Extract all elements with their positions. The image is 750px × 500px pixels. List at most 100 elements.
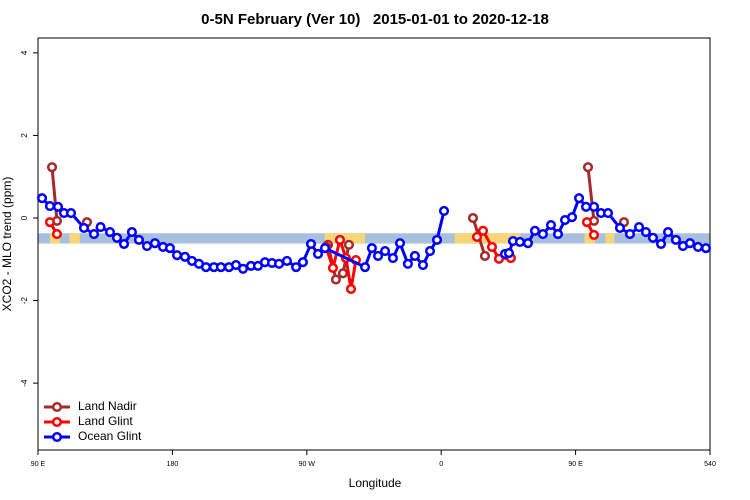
x-tick-label: 540 [704, 461, 716, 468]
data-point [319, 243, 331, 254]
data-point [305, 238, 317, 250]
data-point [380, 245, 391, 257]
data-point [44, 217, 55, 228]
data-point [133, 234, 144, 245]
data-point [573, 193, 585, 204]
data-point [387, 252, 399, 264]
data-point [693, 241, 704, 252]
data-point [431, 234, 443, 245]
data-point [312, 248, 324, 259]
land-span [584, 233, 596, 244]
data-point [486, 241, 498, 252]
series-line [48, 221, 596, 290]
data-point [78, 222, 90, 233]
data-point [366, 243, 377, 254]
data-point [171, 250, 183, 261]
y-axis-label: XCO2 - MLO trend (ppm) [0, 177, 14, 312]
data-point [514, 236, 525, 247]
y-tick-label: 4 [20, 50, 29, 55]
data-point [588, 229, 600, 240]
data-point [471, 231, 483, 243]
data-point [141, 241, 153, 252]
data-point [273, 258, 285, 269]
data-point [126, 226, 137, 238]
data-point [582, 162, 594, 173]
land-span [69, 233, 80, 244]
x-tick-label: 90 E [568, 461, 583, 468]
data-point [402, 258, 413, 269]
data-point [438, 205, 450, 217]
data-point [330, 274, 341, 285]
data-point [624, 229, 636, 240]
data-point [552, 229, 564, 240]
x-tick-label: 180 [167, 461, 179, 468]
data-point [394, 238, 406, 249]
data-point [237, 263, 249, 274]
legend-label: Land Glint [78, 414, 133, 428]
data-point [52, 201, 64, 212]
data-point [634, 222, 645, 233]
y-tick-label: -2 [20, 296, 29, 304]
data-point [640, 226, 651, 238]
y-tick-label: -4 [20, 379, 29, 387]
legend-marker [51, 431, 63, 443]
legend-label: Ocean Glint [78, 429, 142, 443]
data-point [588, 201, 600, 212]
data-point [65, 207, 77, 219]
data-point [477, 225, 489, 236]
data-point [95, 222, 106, 233]
data-point [479, 250, 491, 262]
series-line [52, 167, 624, 279]
data-point [343, 239, 354, 250]
data-point [467, 212, 479, 224]
data-point [334, 234, 346, 245]
data-point [529, 225, 541, 236]
data-point [104, 226, 116, 238]
data-point [581, 201, 592, 212]
data-point [684, 238, 696, 249]
data-point [700, 243, 712, 254]
data-point [215, 262, 226, 273]
legend-marker [51, 401, 63, 413]
data-point [372, 250, 384, 262]
data-point [149, 238, 160, 249]
y-tick-label: 2 [20, 133, 29, 138]
data-point [545, 219, 557, 231]
x-axis-label: Longitude [349, 476, 402, 490]
data-point [297, 257, 308, 268]
data-point [88, 229, 100, 240]
land-span [324, 233, 366, 244]
legend-marker [51, 416, 63, 428]
data-point [200, 262, 212, 273]
data-point [281, 255, 292, 266]
data-point [36, 193, 48, 204]
data-point [493, 253, 505, 264]
data-point [662, 226, 674, 238]
x-tick-label: 90 W [299, 461, 316, 468]
data-point [118, 238, 130, 250]
ocean-band [38, 233, 710, 244]
data-point [164, 243, 176, 254]
legend-label: Land Nadir [78, 399, 137, 413]
data-point [359, 262, 371, 273]
data-point [522, 238, 534, 249]
data-point [46, 162, 58, 173]
data-point [581, 217, 592, 228]
data-point [602, 207, 614, 219]
data-point [179, 251, 190, 262]
data-point [290, 262, 302, 273]
data-point [424, 245, 436, 257]
data-point [409, 250, 420, 262]
y-tick-label: 0 [20, 215, 29, 220]
data-point [111, 232, 123, 243]
plot-frame [37, 37, 711, 451]
data-point [345, 283, 357, 295]
data-point [417, 260, 429, 271]
x-tick-label: 0 [439, 461, 443, 468]
data-point [670, 234, 682, 245]
data-point [537, 229, 548, 240]
data-point [44, 200, 55, 212]
data-point [647, 232, 659, 243]
land-span [605, 233, 615, 244]
